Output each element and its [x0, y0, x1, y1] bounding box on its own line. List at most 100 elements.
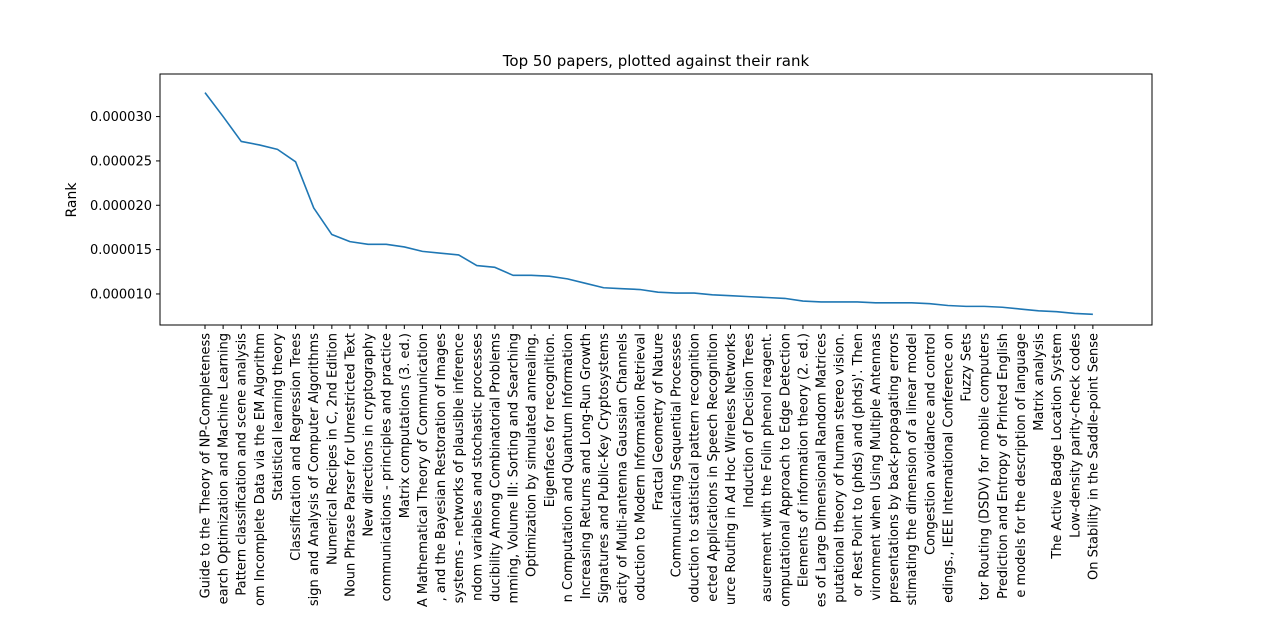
data-point [729, 295, 731, 297]
x-tick-label: acity of Multi-antenna Gaussian Channels [615, 333, 630, 604]
data-point [874, 302, 876, 304]
x-tick-label: ducibility Among Combinatorial Problems [488, 333, 503, 602]
data-point [1019, 308, 1021, 310]
x-tick-label: Induction of Decision Trees [742, 333, 757, 508]
data-point [548, 275, 550, 277]
data-point [766, 297, 768, 299]
x-tick-label: Congestion avoidance and control [923, 333, 938, 555]
data-point [911, 302, 913, 304]
data-point [585, 282, 587, 284]
data-point [621, 288, 623, 290]
x-tick-label: oduction to Modern Information Retrieval [633, 333, 648, 601]
data-point [295, 161, 297, 163]
x-tick-label: asurement with the Folin phenol reagent. [760, 333, 775, 602]
x-tick-label: Optimization by simulated annealing. [525, 333, 540, 577]
data-point [494, 266, 496, 268]
x-tick-label: Statistical learning theory [271, 333, 286, 501]
y-tick-label: 0.000010 [90, 287, 152, 302]
data-point [784, 297, 786, 299]
data-point [1092, 313, 1094, 315]
x-tick-label: Numerical Recipes in C, 2nd Edition [325, 333, 340, 565]
data-point [657, 291, 659, 293]
x-tick-label: stimating the dimension of a linear mode… [905, 333, 920, 606]
x-tick-label: Increasing Returns and Long-Run Growth [579, 333, 594, 599]
data-point [385, 243, 387, 245]
data-point [1001, 306, 1003, 308]
data-point [313, 207, 315, 209]
x-tick-label: Guide to the Theory of NP-Completeness [199, 333, 214, 599]
data-point [1074, 312, 1076, 314]
data-point [639, 289, 641, 291]
x-tick-label: putational theory of human stereo vision… [833, 333, 848, 603]
x-tick-label: A Mathematical Theory of Communication [416, 333, 431, 607]
data-point [276, 148, 278, 150]
data-point [512, 274, 514, 276]
x-tick-label: tor Routing (DSDV) for mobile computers [978, 333, 993, 601]
data-point [711, 294, 713, 296]
x-tick-label: On Stability in the Saddle-point Sense [1086, 333, 1101, 580]
x-tick-label: om Incomplete Data via the EM Algorithm [253, 333, 268, 606]
series-line [204, 92, 1093, 316]
x-tick-label: Elements of information theory (2. ed.) [796, 333, 811, 587]
x-tick-label: urce Routing in Ad Hoc Wireless Networks [724, 333, 739, 605]
data-point [331, 234, 333, 236]
x-tick-label: sign and Analysis of Computer Algorithms [307, 333, 322, 606]
data-point [675, 292, 677, 294]
data-point [566, 278, 568, 280]
data-point [440, 252, 442, 254]
data-point [838, 301, 840, 303]
data-point [1038, 310, 1040, 312]
x-tick-label: Low-density parity-check codes [1068, 333, 1083, 538]
x-tick-label: e models for the description of language [1014, 333, 1029, 598]
data-point [893, 302, 895, 304]
data-point [204, 92, 206, 94]
data-point [530, 274, 532, 276]
data-point [693, 292, 695, 294]
x-tick-label: n Computation and Quantum Information [561, 333, 576, 602]
x-tick-label: Prediction and Entropy of Printed Englis… [996, 333, 1011, 599]
x-tick-label: mming, Volume III: Sorting and Searching [507, 333, 522, 603]
y-axis-label: Rank [64, 182, 80, 218]
x-tick-label: edings., IEEE International Conference o… [941, 333, 956, 603]
axes-frame [159, 73, 1153, 326]
x-tick-label: Classification and Regression Trees [289, 333, 304, 561]
data-point [983, 305, 985, 307]
data-point [856, 301, 858, 303]
x-tick-label: Eigenfaces for recognition. [543, 333, 558, 507]
x-tick-label: oduction to statistical pattern recognit… [688, 333, 703, 603]
data-point [802, 300, 804, 302]
data-point [258, 144, 260, 146]
x-tick-label: Matrix analysis [1032, 333, 1047, 431]
x-tick-label: Noun Phrase Parser for Unrestricted Text [343, 333, 358, 597]
data-point [421, 250, 423, 252]
x-tick-label: presentations by back-propagating errors [887, 333, 902, 603]
x-tick-label: Signatures and Public-Key Cryptosystems [597, 333, 612, 603]
x-tick-label: Communicating Sequential Processes [670, 333, 685, 578]
data-point [820, 301, 822, 303]
y-tick-label: 0.000015 [90, 243, 152, 258]
x-tick-label: ndom variables and stochastic processes [470, 333, 485, 601]
x-tick-label: Fuzzy Sets [960, 333, 975, 402]
data-point [222, 116, 224, 118]
x-tick-label: vironment when Using Multiple Antennas [869, 333, 884, 601]
x-tick-label: communications - principles and practice [380, 333, 395, 601]
data-point [748, 296, 750, 298]
x-tick-label: es of Large Dimensional Random Matrices [815, 333, 830, 607]
x-tick-label: Fractal Geometry of Nature [652, 333, 667, 511]
x-tick-label: Pattern classification and scene analysi… [235, 333, 250, 596]
x-tick-label: The Active Badge Location System [1050, 333, 1065, 560]
data-point [403, 246, 405, 248]
x-tick-label: omputational Approach to Edge Detection [778, 333, 793, 607]
data-point [367, 243, 369, 245]
chart-title: Top 50 papers, plotted against their ran… [502, 52, 810, 70]
x-tick-label: Matrix computations (3. ed.) [398, 333, 413, 518]
data-point [349, 241, 351, 243]
data-point [603, 287, 605, 289]
x-tick-label: or Rest Point to (phds) and (phds)'. The… [851, 333, 866, 597]
x-tick-label: ected Applications in Speech Recognition [706, 333, 721, 602]
x-tick-label: New directions in cryptography [362, 333, 377, 537]
data-point [965, 305, 967, 307]
data-point [947, 304, 949, 306]
data-point [1056, 311, 1058, 313]
